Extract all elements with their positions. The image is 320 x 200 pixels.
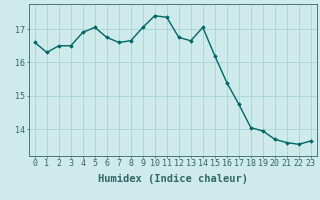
X-axis label: Humidex (Indice chaleur): Humidex (Indice chaleur) <box>98 174 248 184</box>
